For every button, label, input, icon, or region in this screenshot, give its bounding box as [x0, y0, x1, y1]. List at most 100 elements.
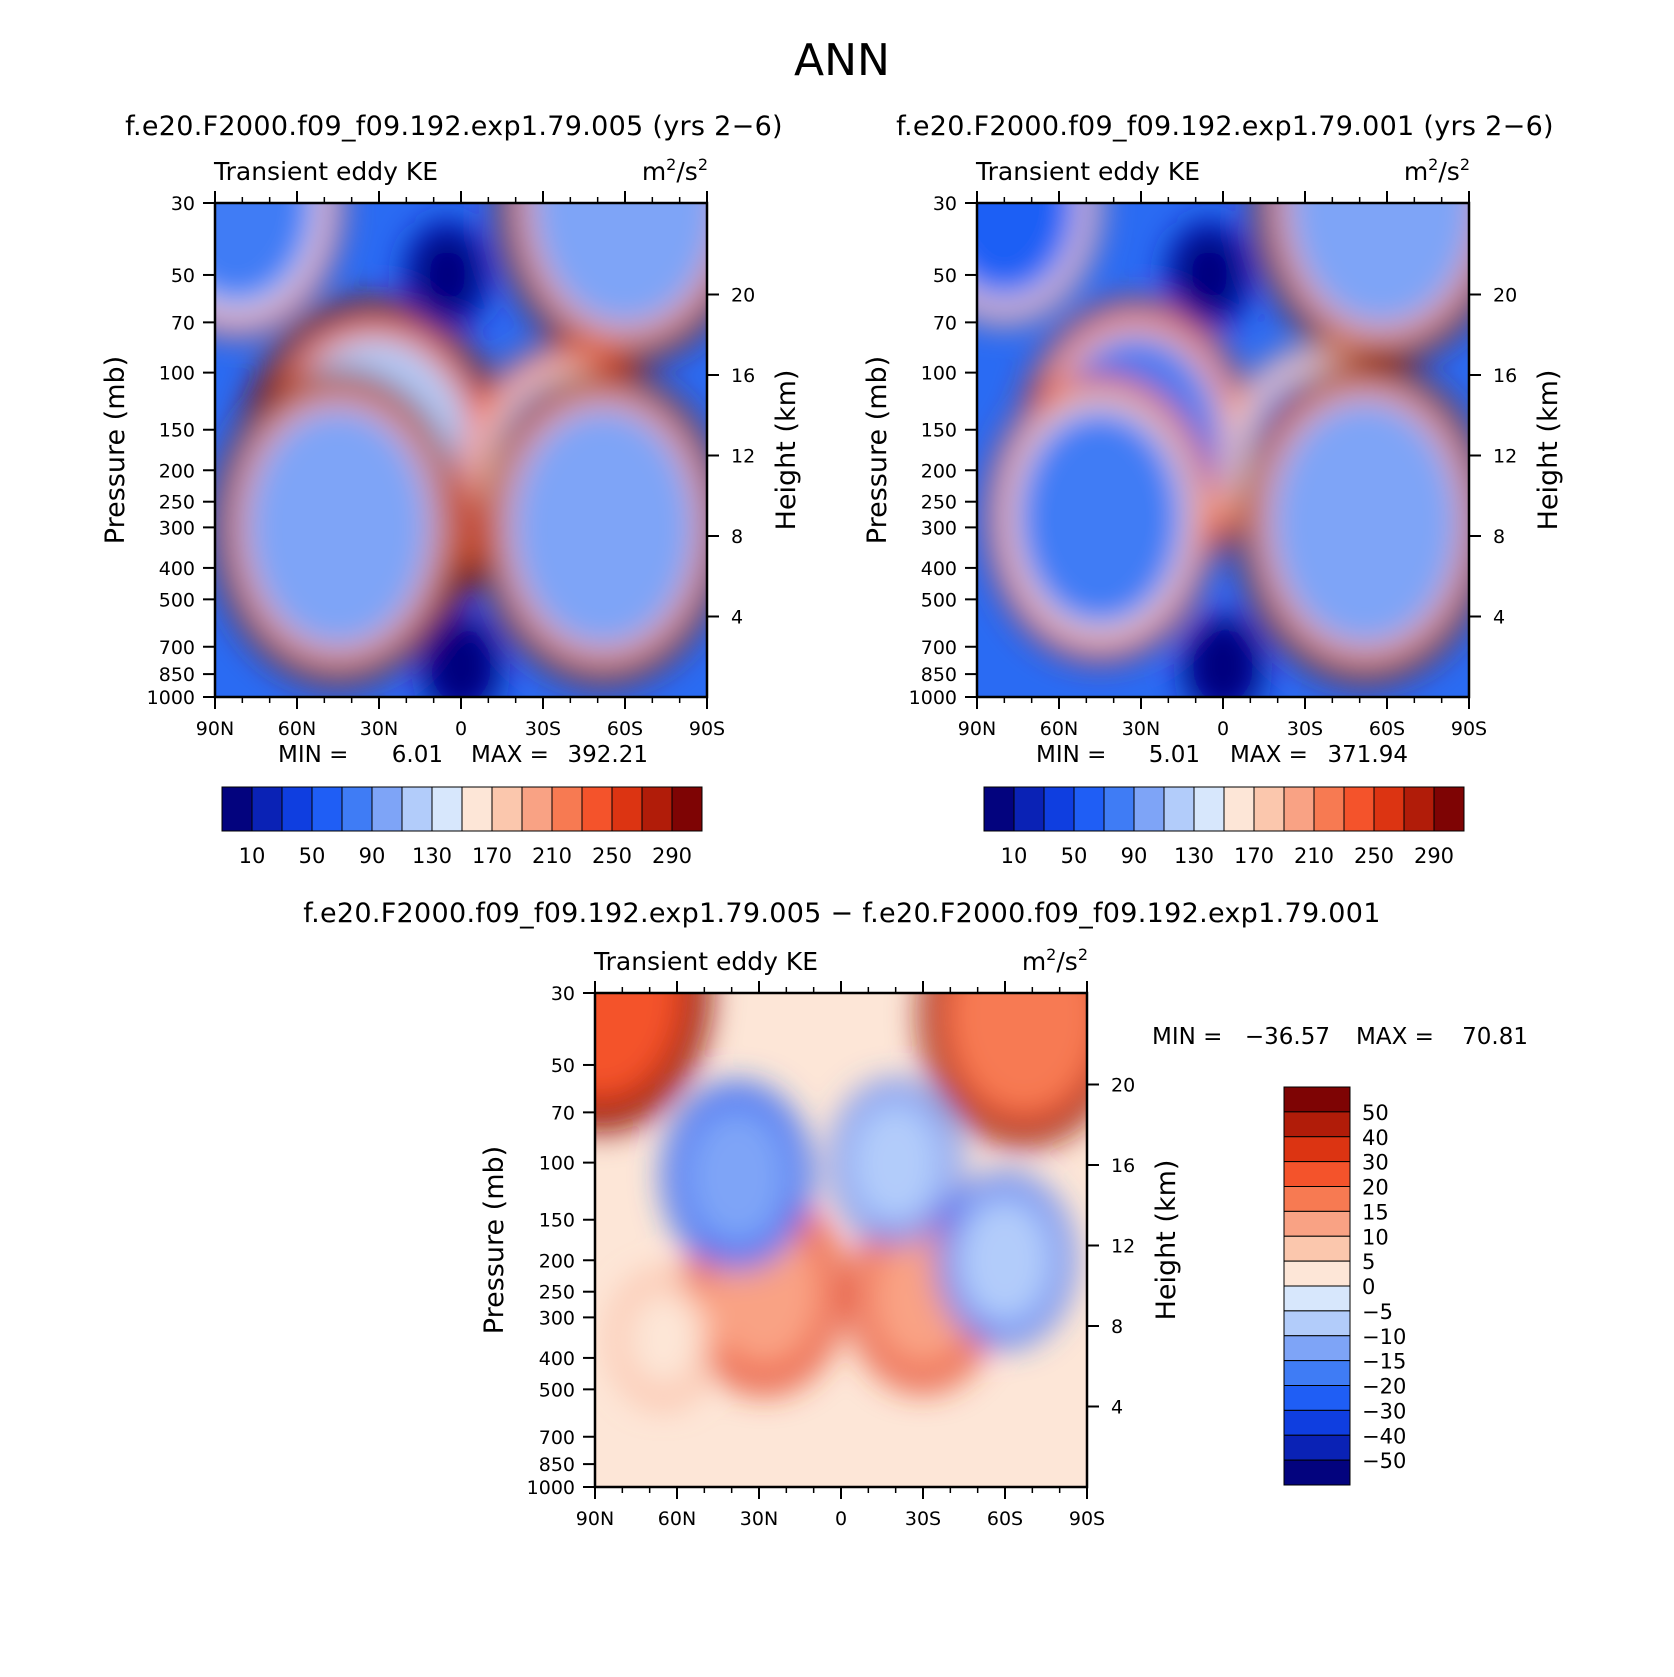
x-tick-label: 60S: [1369, 718, 1405, 740]
y-tick-label: 700: [159, 637, 195, 659]
colorbar-swatch: [1313, 786, 1345, 832]
colorbar-label: −15: [1362, 1350, 1406, 1374]
y2-axis-ticks: 20 16 12 8 4: [1469, 284, 1517, 628]
y2-tick-label: 8: [731, 526, 743, 548]
x-tick-label: 60N: [278, 718, 316, 740]
colorbar-label: 290: [652, 844, 692, 868]
y-tick-label: 300: [921, 517, 957, 539]
y-tick-label: 400: [921, 558, 957, 580]
colorbar-label: 50: [1362, 1101, 1389, 1125]
y-tick-label: 150: [921, 420, 957, 442]
colorbar-swatch: [581, 786, 613, 832]
y2-tick-label: 16: [1111, 1155, 1135, 1177]
colorbar-swatch: [251, 786, 283, 832]
y-axis-label: Pressure (mb): [479, 1146, 510, 1334]
colorbar-swatch: [641, 786, 673, 832]
x-tick-label: 90N: [576, 1508, 614, 1530]
y2-tick-label: 16: [731, 365, 755, 387]
colorbar-swatch: [1283, 1161, 1351, 1187]
field-feature-6-layer-2: [428, 623, 494, 697]
y-tick-label: 150: [539, 1210, 575, 1232]
colorbar-swatch: [1283, 1136, 1351, 1163]
y-tick-label: 30: [171, 193, 195, 215]
figure-title: ANN: [794, 35, 890, 86]
colorbar-label: 90: [1121, 844, 1148, 868]
units-label: m2/s2: [1404, 155, 1470, 186]
y-tick-label: 100: [539, 1153, 575, 1175]
y-tick-label: 50: [551, 1055, 575, 1077]
x-tick-label: 30S: [525, 718, 561, 740]
y-tick-label: 300: [159, 517, 195, 539]
colorbar-label: 40: [1362, 1126, 1389, 1150]
colorbar-swatch: [551, 786, 583, 832]
colorbar-label: 10: [1362, 1225, 1389, 1249]
colorbar-label: −30: [1362, 1399, 1406, 1423]
min-label: MIN =: [1036, 742, 1106, 768]
colorbar-label: 0: [1362, 1275, 1375, 1299]
colorbar-swatch: [1283, 1434, 1351, 1461]
min-label: MIN =: [278, 742, 348, 768]
y-tick-label: 400: [539, 1348, 575, 1370]
units-label: m2/s2: [642, 155, 708, 186]
y2-tick-label: 4: [1493, 606, 1505, 628]
max-label: MAX =: [1230, 742, 1308, 768]
colorbar-label: 10: [1001, 844, 1028, 868]
colorbar-swatch: [461, 786, 493, 832]
colorbar-label: 50: [299, 844, 326, 868]
colorbar-swatch: [1253, 786, 1285, 832]
colorbar-label: 250: [592, 844, 632, 868]
y2-axis-label: Height (km): [1151, 1160, 1182, 1321]
colorbar-label: −5: [1362, 1300, 1393, 1324]
colorbar-label: 170: [1234, 844, 1274, 868]
x-tick-label: 60S: [607, 718, 643, 740]
field-feature-5-layer-2: [509, 405, 697, 650]
colorbar-label: 130: [1174, 844, 1214, 868]
y-tick-label: 200: [159, 460, 195, 482]
x-axis-ticks: 90N 60N 30N 0 30S 60S 90S: [958, 191, 1487, 740]
colorbar-swatch: [1283, 1210, 1351, 1237]
y-tick-label: 400: [159, 558, 195, 580]
colorbar-swatch: [1283, 1235, 1351, 1262]
panel-title: f.e20.F2000.f09_f09.192.exp1.79.001 (yrs…: [896, 111, 1554, 142]
colorbar-label: 170: [472, 844, 512, 868]
y2-tick-label: 8: [1111, 1316, 1123, 1338]
colorbar: 10 50 90 130 170 210 250 290: [221, 786, 703, 868]
field-blobs: [595, 993, 1087, 1405]
colorbar-swatch: [1283, 1111, 1351, 1138]
field-feature-7-layer-2: [1176, 231, 1243, 319]
colorbar-label: −20: [1362, 1375, 1406, 1399]
colorbar-swatch: [1223, 786, 1255, 832]
x-tick-label: 0: [835, 1508, 847, 1530]
y2-tick-label: 4: [731, 606, 743, 628]
x-tick-label: 60N: [1040, 718, 1078, 740]
y2-tick-label: 12: [1493, 445, 1517, 467]
colorbar-swatch: [1283, 1086, 1351, 1113]
colorbar-label: −50: [1362, 1449, 1406, 1473]
colorbar-swatch: [1403, 786, 1435, 832]
y-tick-label: 700: [539, 1427, 575, 1449]
colorbar-swatch: [491, 786, 523, 832]
panel-case-005: f.e20.F2000.f09_f09.192.exp1.79.005 (yrs…: [100, 111, 802, 868]
variable-label: Transient eddy KE: [593, 947, 818, 976]
y-tick-label: 50: [171, 265, 195, 287]
x-tick-label: 0: [1217, 718, 1229, 740]
colorbar-label: 15: [1362, 1200, 1389, 1224]
panel-title: f.e20.F2000.f09_f09.192.exp1.79.005 − f.…: [303, 898, 1381, 929]
y-tick-label: 850: [921, 664, 957, 686]
colorbar-swatch: [1283, 1285, 1351, 1312]
field-feature-4-layer-2: [682, 1104, 793, 1248]
y-tick-label: 850: [159, 664, 195, 686]
x-tick-label: 60N: [658, 1508, 696, 1530]
field-feature-6-layer-2: [1190, 623, 1256, 697]
colorbar-swatch: [1013, 786, 1045, 832]
colorbar-swatch: [1373, 786, 1405, 832]
y-tick-label: 30: [933, 193, 957, 215]
y-tick-label: 1000: [147, 687, 195, 709]
colorbar-swatch: [1343, 786, 1375, 832]
min-label: MIN =: [1152, 1024, 1222, 1050]
field-feature-7-layer-2: [624, 1288, 703, 1390]
x-tick-label: 30N: [1122, 718, 1160, 740]
y-tick-label: 250: [159, 492, 195, 514]
